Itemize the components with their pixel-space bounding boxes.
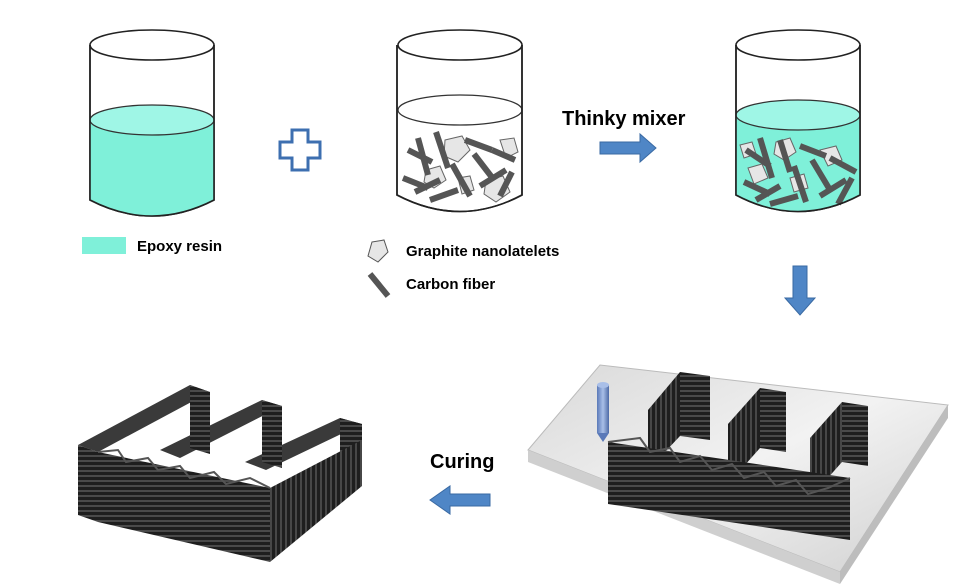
beaker-mixture bbox=[735, 29, 861, 213]
filler-particles bbox=[401, 131, 519, 203]
cured-part bbox=[78, 385, 362, 562]
printed-part-on-plate bbox=[527, 364, 949, 584]
mixture-particles bbox=[739, 137, 858, 207]
curing-step-label: Curing bbox=[430, 451, 495, 473]
legend-graphite-label: Graphite nanolatelets bbox=[406, 243, 560, 260]
nozzle-icon bbox=[597, 382, 609, 442]
mixer-step-label: Thinky mixer bbox=[562, 108, 686, 130]
plus-icon bbox=[278, 128, 322, 172]
beaker-epoxy bbox=[89, 29, 215, 217]
epoxy-swatch bbox=[82, 237, 126, 254]
legend-carbon-label: Carbon fiber bbox=[406, 276, 496, 293]
curing-arrow bbox=[429, 485, 491, 515]
fiber-icon bbox=[367, 272, 391, 298]
cured-front-wall bbox=[98, 452, 270, 562]
platelet-icon bbox=[367, 239, 389, 263]
beaker-fillers bbox=[396, 29, 523, 213]
mixer-arrow bbox=[599, 132, 657, 164]
epoxy-liquid bbox=[90, 120, 214, 216]
printed-legs bbox=[648, 372, 868, 498]
down-arrow bbox=[783, 265, 817, 316]
printed-front-wall bbox=[608, 442, 850, 540]
legend-epoxy-label: Epoxy resin bbox=[137, 238, 223, 255]
